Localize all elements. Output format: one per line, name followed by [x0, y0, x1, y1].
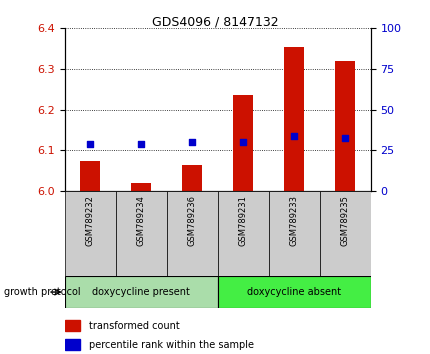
Text: transformed count: transformed count [89, 320, 179, 331]
Bar [64, 320, 80, 331]
Text: doxycycline present: doxycycline present [92, 287, 190, 297]
Bar [115, 191, 166, 276]
Bar [319, 191, 370, 276]
Bar [80, 161, 100, 191]
Bar [64, 339, 80, 350]
Bar [232, 96, 253, 191]
Point [138, 142, 144, 147]
Text: growth protocol: growth protocol [4, 287, 81, 297]
Bar [334, 61, 354, 191]
Text: GSM789233: GSM789233 [289, 195, 298, 246]
Text: GSM789236: GSM789236 [187, 195, 196, 246]
Bar [268, 191, 319, 276]
Text: GDS4096 / 8147132: GDS4096 / 8147132 [152, 16, 278, 29]
Point [239, 139, 246, 145]
Point [188, 139, 195, 145]
Bar [131, 183, 151, 191]
Bar [166, 191, 217, 276]
Bar [217, 191, 268, 276]
Bar [217, 276, 370, 308]
Text: GSM789231: GSM789231 [238, 195, 247, 246]
Bar [181, 165, 202, 191]
Text: GSM789234: GSM789234 [136, 195, 145, 246]
Point [290, 133, 297, 139]
Bar [64, 191, 115, 276]
Point [86, 142, 93, 147]
Point [341, 135, 348, 141]
Bar [283, 47, 304, 191]
Text: GSM789235: GSM789235 [340, 195, 349, 246]
Text: percentile rank within the sample: percentile rank within the sample [89, 339, 254, 350]
Text: doxycycline absent: doxycycline absent [246, 287, 341, 297]
Text: GSM789232: GSM789232 [86, 195, 95, 246]
Bar [64, 276, 217, 308]
